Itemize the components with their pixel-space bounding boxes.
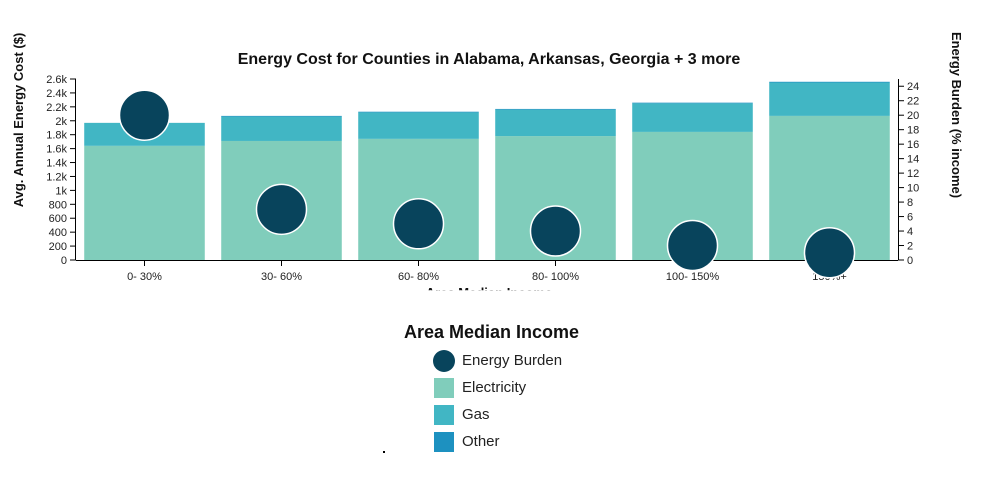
left-tick-label: 1.4k bbox=[46, 158, 67, 170]
left-tick-label: 2.4k bbox=[46, 88, 67, 100]
bar-other-5[interactable] bbox=[769, 81, 890, 83]
other-swatch bbox=[434, 431, 454, 452]
bar-other-3[interactable] bbox=[495, 108, 616, 110]
left-tick-label: 1.6k bbox=[46, 144, 67, 156]
energy-cost-chart: Energy Cost for Counties in Alabama, Ark… bbox=[11, 32, 964, 320]
bar-gas-4[interactable] bbox=[632, 103, 753, 132]
energy-burden-swatch bbox=[433, 349, 455, 372]
left-tick-label: 2.2k bbox=[46, 102, 67, 114]
legend: Area Median Income Energy Burden Electri… bbox=[400, 322, 660, 455]
energy-burden-point-0[interactable] bbox=[118, 89, 171, 141]
energy-burden-point-5[interactable] bbox=[803, 227, 856, 279]
right-tick-label: 6 bbox=[907, 212, 913, 224]
right-tick-label: 0 bbox=[907, 255, 913, 267]
chart-title: Energy Cost for Counties in Alabama, Ark… bbox=[238, 51, 741, 68]
bar-other-1[interactable] bbox=[221, 115, 342, 117]
legend-label: Other bbox=[462, 433, 500, 450]
x-tick-label: 80- 100% bbox=[532, 271, 579, 283]
bar-gas-5[interactable] bbox=[769, 82, 890, 116]
legend-item-other[interactable]: Other bbox=[434, 428, 660, 455]
energy-burden-point-3[interactable] bbox=[529, 205, 582, 257]
electricity-swatch bbox=[434, 377, 454, 398]
left-tick-label: 400 bbox=[49, 227, 67, 239]
left-tick-label: 800 bbox=[49, 199, 67, 211]
left-axis-label: Avg. Annual Energy Cost ($) bbox=[11, 33, 26, 208]
left-tick-label: 200 bbox=[49, 241, 67, 253]
right-tick-label: 24 bbox=[907, 81, 919, 93]
left-tick-label: 600 bbox=[49, 213, 67, 225]
left-tick-label: 1k bbox=[55, 185, 67, 197]
right-tick-label: 20 bbox=[907, 110, 919, 122]
gas-swatch bbox=[434, 404, 454, 425]
left-tick-label: 1.2k bbox=[46, 171, 67, 183]
bar-gas-2[interactable] bbox=[358, 112, 479, 139]
x-axis-label: Area Median Income bbox=[426, 285, 552, 300]
axes-group: 0- 30%30- 60%60- 80%80- 100%100- 150%150… bbox=[46, 74, 919, 283]
left-tick-label: 2k bbox=[55, 116, 67, 128]
energy-burden-point-4[interactable] bbox=[666, 219, 719, 272]
legend-title: Area Median Income bbox=[404, 322, 580, 342]
bar-gas-3[interactable] bbox=[495, 109, 616, 137]
x-tick-label: 100- 150% bbox=[666, 271, 719, 283]
x-tick-label: 30- 60% bbox=[261, 271, 302, 283]
bar-gas-1[interactable] bbox=[221, 116, 342, 141]
x-tick-label: 0- 30% bbox=[127, 271, 162, 283]
right-tick-label: 14 bbox=[907, 154, 919, 166]
bars-group bbox=[84, 81, 890, 261]
right-tick-label: 12 bbox=[907, 168, 919, 180]
legend-item-energy-burden[interactable]: Energy Burden bbox=[433, 347, 660, 374]
right-tick-label: 18 bbox=[907, 125, 919, 137]
left-tick-label: 0 bbox=[61, 255, 67, 267]
legend-label: Gas bbox=[462, 406, 490, 423]
bar-other-2[interactable] bbox=[358, 111, 479, 113]
left-tick-label: 2.6k bbox=[46, 74, 67, 86]
right-tick-label: 10 bbox=[907, 183, 919, 195]
right-tick-label: 22 bbox=[907, 96, 919, 108]
bar-electricity-0[interactable] bbox=[84, 145, 205, 260]
energy-burden-points bbox=[118, 89, 856, 279]
legend-label: Energy Burden bbox=[462, 352, 563, 369]
bar-other-4[interactable] bbox=[632, 102, 753, 104]
legend-item-electricity[interactable]: Electricity bbox=[434, 374, 660, 401]
x-tick-label: 60- 80% bbox=[398, 271, 439, 283]
right-tick-label: 4 bbox=[907, 226, 913, 238]
left-tick-label: 1.8k bbox=[46, 130, 67, 142]
legend-label: Electricity bbox=[462, 379, 527, 396]
legend-item-gas[interactable]: Gas bbox=[434, 401, 660, 428]
stray-dot bbox=[383, 451, 385, 453]
right-tick-label: 16 bbox=[907, 139, 919, 151]
energy-burden-point-2[interactable] bbox=[392, 198, 445, 250]
right-tick-label: 8 bbox=[907, 197, 913, 209]
right-tick-label: 2 bbox=[907, 241, 913, 253]
right-axis-label: Energy Burden (% income) bbox=[949, 32, 964, 198]
energy-burden-point-1[interactable] bbox=[255, 183, 308, 236]
